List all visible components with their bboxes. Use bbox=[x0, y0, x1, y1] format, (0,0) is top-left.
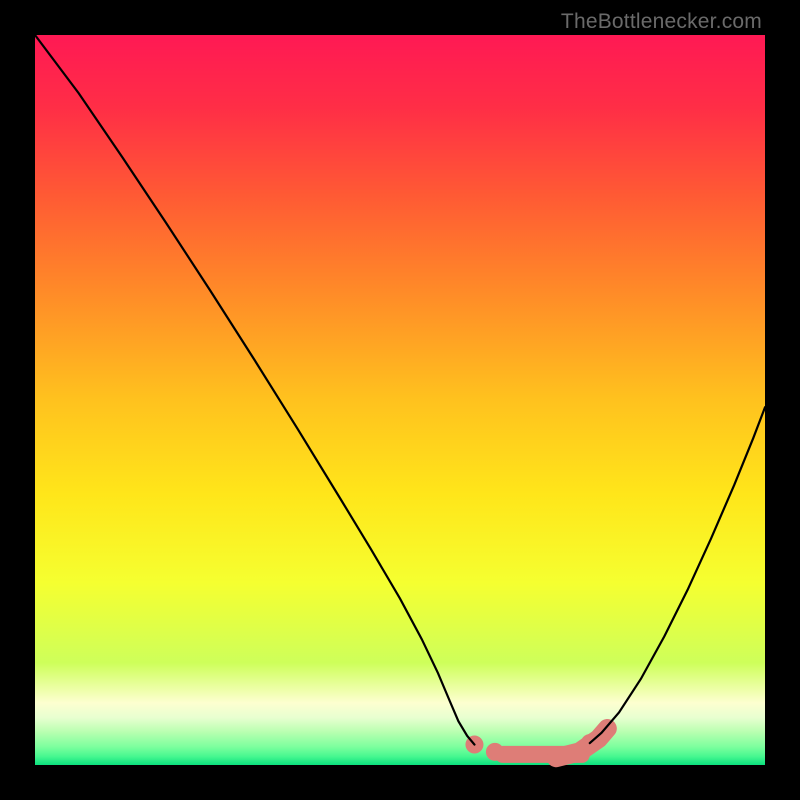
curve-right bbox=[590, 407, 765, 743]
curve-left bbox=[35, 35, 474, 745]
curve-layer bbox=[35, 35, 765, 765]
chart-frame: TheBottlenecker.com bbox=[0, 0, 800, 800]
highlight-dot-1 bbox=[486, 743, 504, 761]
watermark-text: TheBottlenecker.com bbox=[561, 10, 762, 34]
plot-area bbox=[35, 35, 765, 765]
